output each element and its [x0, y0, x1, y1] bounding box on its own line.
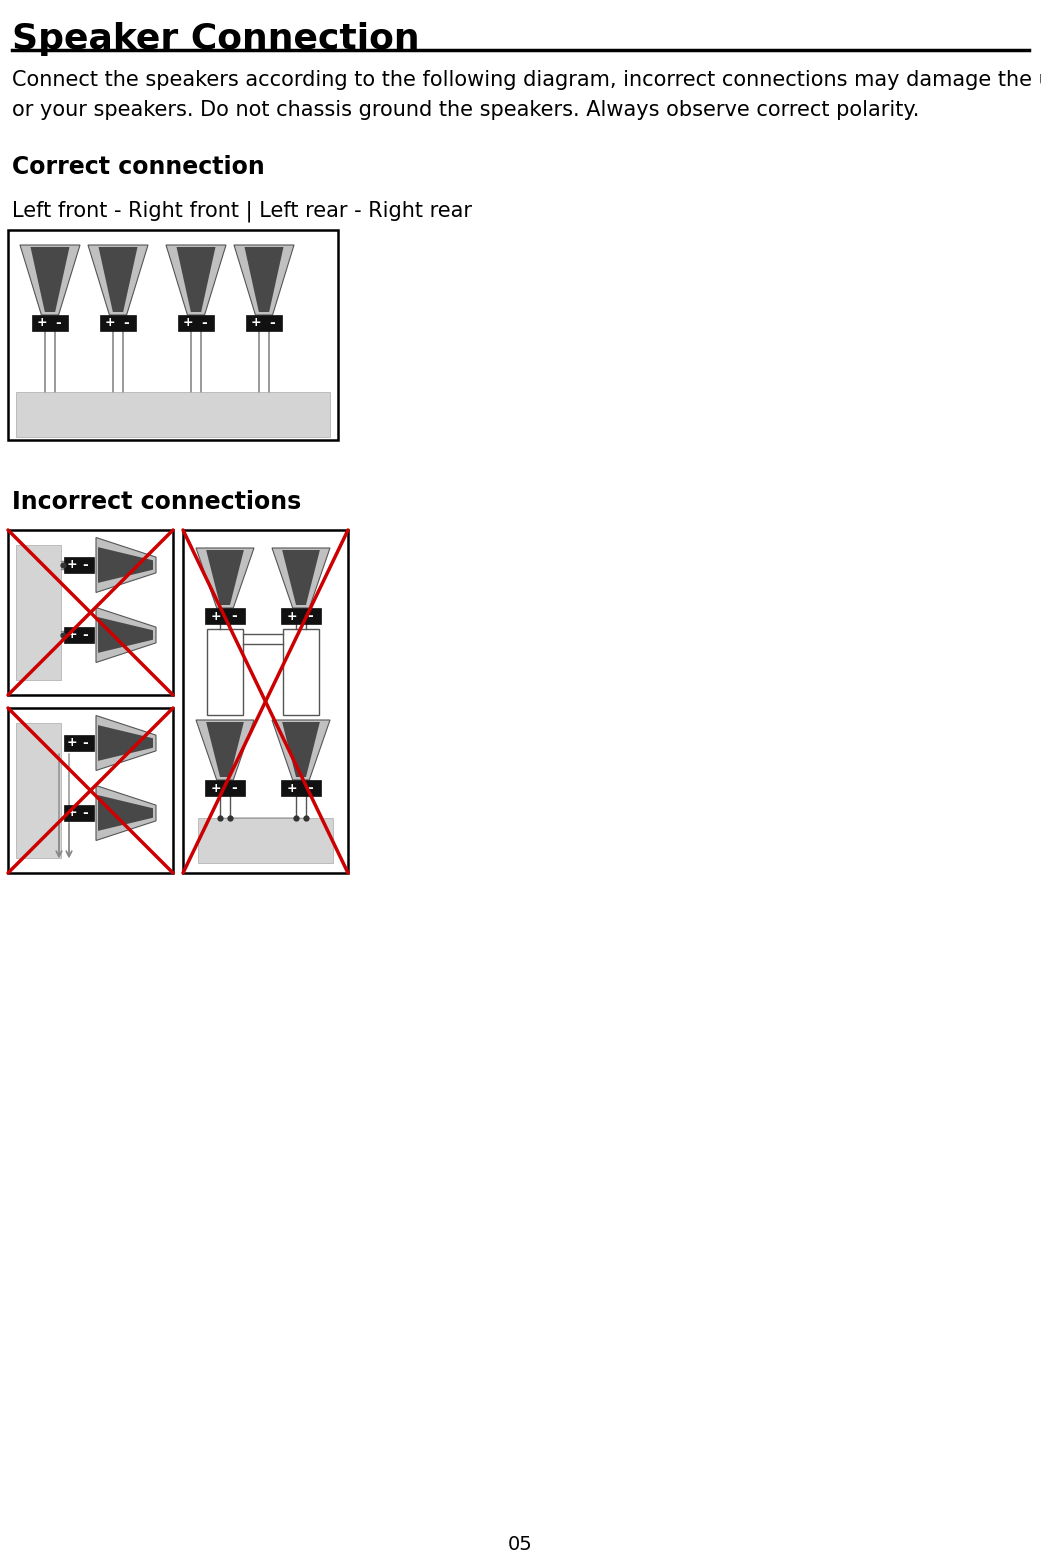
Text: -: -	[82, 807, 88, 821]
Text: -: -	[55, 315, 60, 329]
Bar	[281, 780, 321, 796]
Text: +: +	[67, 737, 78, 749]
Bar	[281, 608, 321, 625]
Bar	[207, 629, 243, 715]
Bar	[64, 735, 94, 751]
Bar	[205, 608, 245, 625]
Text: -: -	[82, 628, 88, 642]
Polygon shape	[88, 246, 148, 315]
Text: +: +	[67, 807, 78, 819]
Polygon shape	[272, 720, 330, 780]
Text: or your speakers. Do not chassis ground the speakers. Always observe correct pol: or your speakers. Do not chassis ground …	[12, 99, 919, 120]
Text: Correct connection: Correct connection	[12, 155, 264, 179]
Polygon shape	[177, 247, 215, 312]
Text: -: -	[201, 315, 207, 329]
Text: +: +	[105, 317, 116, 329]
Polygon shape	[282, 723, 320, 777]
Bar	[178, 315, 214, 331]
Text: +: +	[287, 782, 298, 794]
Bar	[64, 805, 94, 821]
Polygon shape	[98, 726, 153, 761]
Polygon shape	[206, 550, 244, 605]
Polygon shape	[96, 785, 156, 841]
Polygon shape	[282, 550, 320, 605]
Text: -: -	[307, 609, 312, 623]
Bar	[198, 817, 333, 862]
Bar	[16, 723, 61, 858]
Polygon shape	[20, 246, 80, 315]
Text: Incorrect connections: Incorrect connections	[12, 490, 301, 514]
Text: -: -	[269, 315, 275, 329]
Polygon shape	[96, 715, 156, 771]
Bar	[8, 230, 338, 440]
Text: +: +	[67, 558, 78, 572]
Bar	[16, 392, 330, 437]
Polygon shape	[98, 796, 153, 831]
Polygon shape	[96, 538, 156, 592]
Bar	[64, 626, 94, 643]
Bar	[246, 315, 282, 331]
Text: Left front - Right front | Left rear - Right rear: Left front - Right front | Left rear - R…	[12, 200, 472, 222]
Bar	[16, 545, 61, 681]
Polygon shape	[96, 608, 156, 662]
Bar	[32, 315, 68, 331]
Text: +: +	[211, 782, 222, 794]
Text: +: +	[183, 317, 194, 329]
Text: -: -	[82, 737, 88, 751]
Text: +: +	[67, 628, 78, 642]
Text: -: -	[231, 609, 236, 623]
Bar	[64, 556, 94, 573]
Polygon shape	[196, 549, 254, 608]
Text: +: +	[211, 609, 222, 623]
Polygon shape	[206, 723, 244, 777]
Polygon shape	[98, 547, 153, 583]
Text: -: -	[307, 782, 312, 796]
Text: 05: 05	[508, 1535, 532, 1554]
Bar	[183, 530, 348, 873]
Text: +: +	[251, 317, 261, 329]
Bar	[8, 709, 173, 873]
Text: -: -	[123, 315, 129, 329]
Polygon shape	[272, 549, 330, 608]
Text: Speaker Connection: Speaker Connection	[12, 22, 420, 56]
Polygon shape	[30, 247, 70, 312]
Text: -: -	[82, 558, 88, 572]
Bar	[8, 530, 173, 695]
Polygon shape	[98, 617, 153, 653]
Text: Connect the speakers according to the following diagram, incorrect connections m: Connect the speakers according to the fo…	[12, 70, 1041, 90]
Polygon shape	[196, 720, 254, 780]
Polygon shape	[99, 247, 137, 312]
Text: -: -	[231, 782, 236, 796]
Bar	[283, 629, 319, 715]
Bar	[205, 780, 245, 796]
Text: +: +	[287, 609, 298, 623]
Polygon shape	[166, 246, 226, 315]
Polygon shape	[234, 246, 294, 315]
Text: +: +	[36, 317, 48, 329]
Bar	[100, 315, 136, 331]
Polygon shape	[245, 247, 283, 312]
